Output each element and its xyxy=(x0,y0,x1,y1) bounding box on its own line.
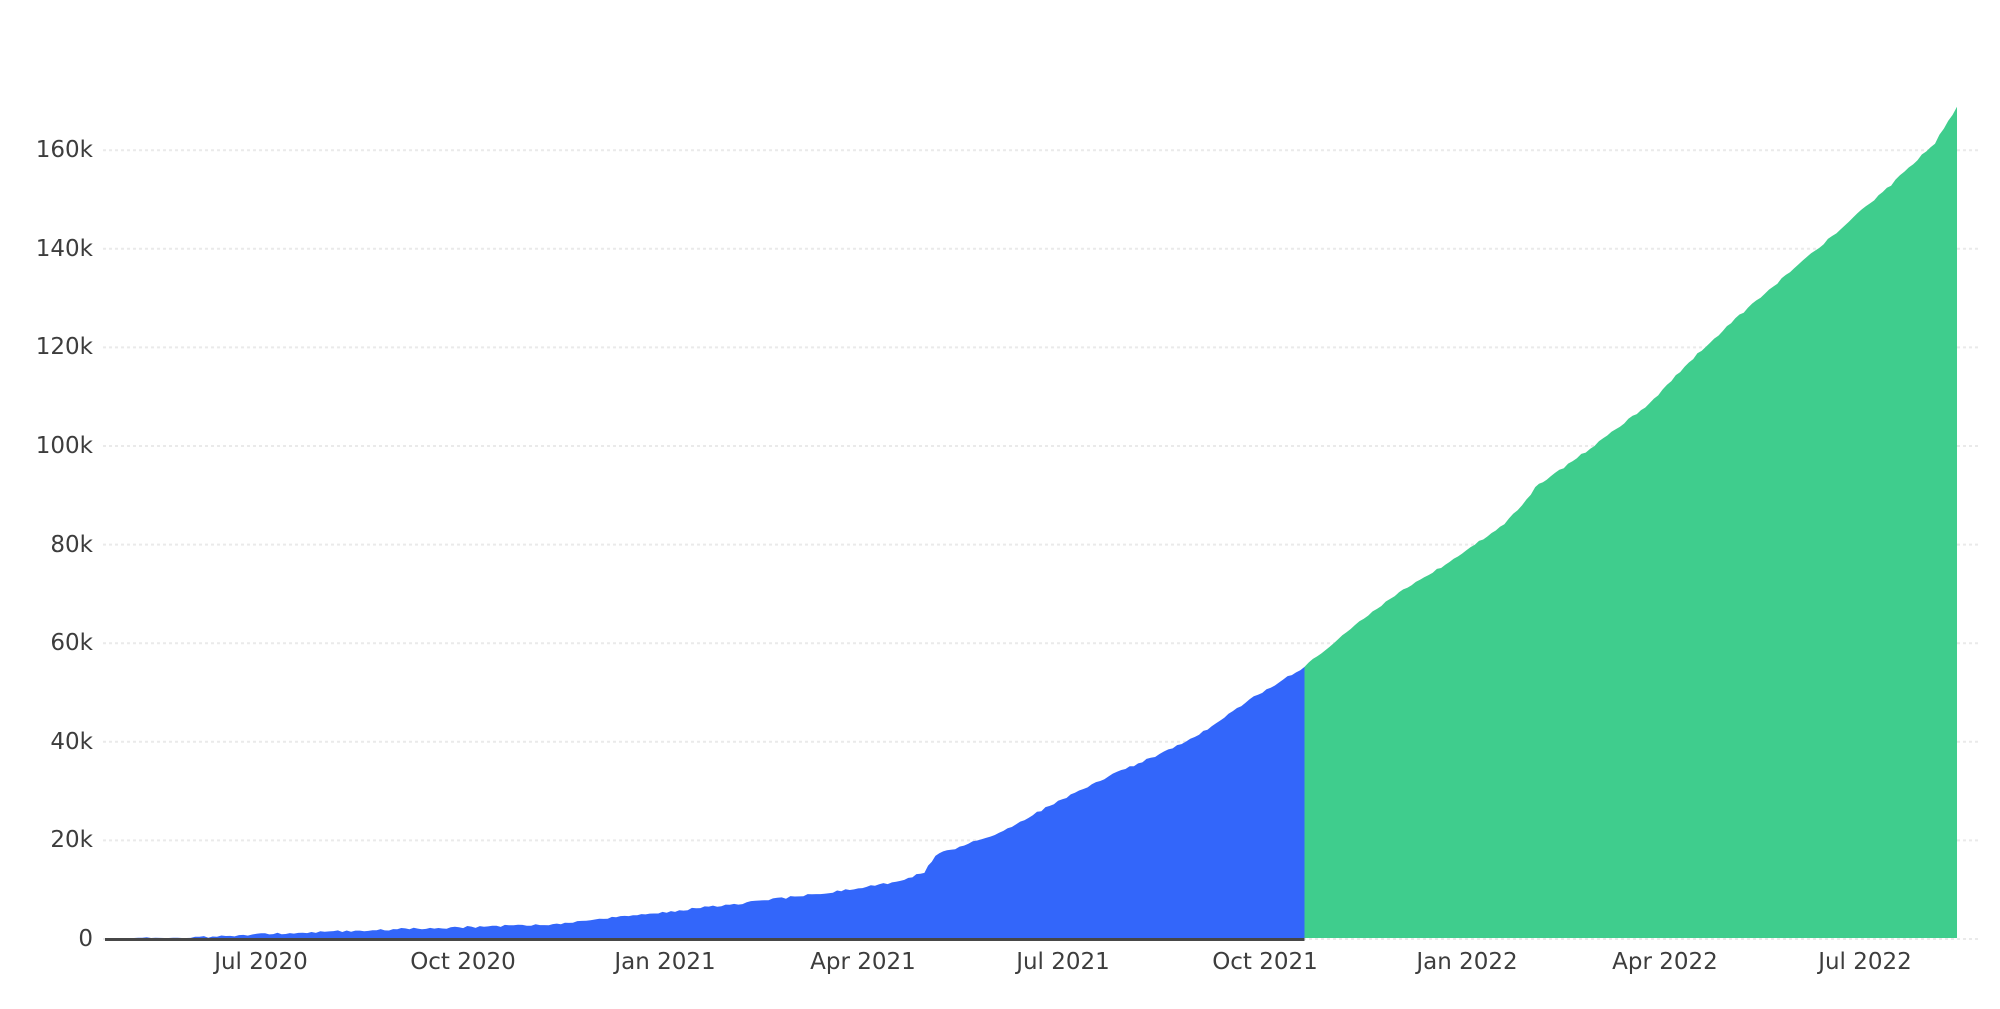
y-tick-label: 20k xyxy=(50,827,93,853)
y-tick-label: 60k xyxy=(50,630,93,656)
series-area-blue[interactable] xyxy=(105,666,1305,938)
x-tick-label: Jul 2022 xyxy=(1818,949,1912,975)
x-tick-label: Apr 2022 xyxy=(1612,949,1718,975)
y-tick-label: 160k xyxy=(35,137,93,163)
y-tick-label: 0 xyxy=(78,926,93,952)
y-tick-label: 140k xyxy=(35,236,93,262)
y-tick-label: 100k xyxy=(35,433,93,459)
x-tick-label: Jan 2022 xyxy=(1416,949,1518,975)
x-tick-label: Apr 2021 xyxy=(810,949,916,975)
y-tick-label: 80k xyxy=(50,532,93,558)
x-tick-label: Jul 2020 xyxy=(214,949,308,975)
y-tick-label: 40k xyxy=(50,729,93,755)
x-tick-label: Jul 2021 xyxy=(1016,949,1110,975)
series-area-green[interactable] xyxy=(1304,106,1958,939)
x-tick-label: Oct 2021 xyxy=(1212,949,1318,975)
x-tick-label: Jan 2021 xyxy=(614,949,716,975)
y-tick-label: 120k xyxy=(35,334,93,360)
x-tick-label: Oct 2020 xyxy=(410,949,516,975)
